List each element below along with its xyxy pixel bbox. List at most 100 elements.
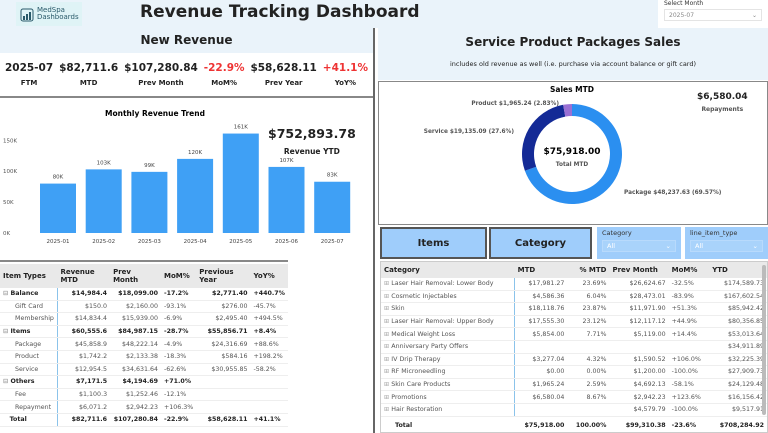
cell: Medical Weight Loss xyxy=(391,330,456,338)
table-row[interactable]: Gift Card $150.0 $2,160.00 -93.1% $276.00 -45… xyxy=(0,300,288,314)
cell: -93.1% xyxy=(164,302,187,310)
cell: -32.5% xyxy=(671,280,694,288)
cell: 23.69% xyxy=(582,280,607,288)
table-row[interactable]: ⊞ Promotions $6,580.04 8.67% $2,942.23 +123.… xyxy=(381,390,767,404)
kpi-card: $82,711.6 MTD xyxy=(59,62,118,87)
cell: $0.00 xyxy=(546,368,565,376)
cell: Membership xyxy=(15,315,54,323)
sales-donut-chart: Sales MTD Package $48,237.63 (69.57%) Serv… xyxy=(424,85,722,204)
column-header[interactable]: Previous Year xyxy=(196,264,251,288)
expand-icon[interactable]: ⊞ xyxy=(384,406,392,414)
table-row[interactable]: ⊟ Others $7,171.5 $4,194.69 +71.0% xyxy=(0,375,288,389)
bar-2025-06[interactable] xyxy=(268,166,305,233)
table-row[interactable]: ⊟ Items $60,555.6 $84,987.15 -28.7% $55,856.… xyxy=(0,325,288,339)
expand-icon[interactable]: ⊞ xyxy=(384,393,392,401)
bar-2025-04[interactable] xyxy=(177,158,214,233)
collapse-icon[interactable]: ⊟ xyxy=(3,378,11,386)
x-tick-label: 2025-04 xyxy=(184,239,207,245)
cell: -83.9% xyxy=(671,292,694,300)
cell: +41.1% xyxy=(253,416,281,424)
column-header[interactable]: MTD xyxy=(514,262,568,278)
donut-slice-service[interactable] xyxy=(522,104,566,171)
table-row[interactable]: ⊞ Laser Hair Removal: Lower Body $17,981.… xyxy=(381,278,767,291)
category-slicer[interactable]: Category All ⌄ xyxy=(597,227,681,259)
table-row[interactable]: Package $45,858.9 $48,222.14 -4.9% $24,316.6… xyxy=(0,337,288,351)
column-header[interactable]: Revenue MTD xyxy=(57,264,111,288)
column-header[interactable]: Item Types xyxy=(0,264,58,288)
chart-logo-icon xyxy=(20,8,34,22)
expand-icon[interactable]: ⊞ xyxy=(384,318,392,326)
table-row[interactable]: ⊞ Skin $18,118.76 23.87% $11,971.90 +51.3% $8… xyxy=(381,302,767,316)
line-item-type-dropdown[interactable]: All ⌄ xyxy=(690,240,763,252)
table-row[interactable]: ⊞ Anniversary Party Offers $34,911.89 xyxy=(381,340,767,354)
expand-icon[interactable]: ⊞ xyxy=(384,355,392,363)
expand-icon[interactable]: ⊞ xyxy=(384,280,392,288)
bar-2025-05[interactable] xyxy=(222,133,259,233)
table-row[interactable]: Membership $14,834.4 $15,939.00 -6.9% $2,495… xyxy=(0,312,288,326)
month-selector[interactable]: Select Month 2025-07 ⌄ xyxy=(658,0,768,28)
table-row[interactable]: Product $1,742.2 $2,133.38 -18.3% $584.16 +19… xyxy=(0,350,288,364)
page-title: Revenue Tracking Dashboard xyxy=(140,2,420,22)
chevron-down-icon: ⌄ xyxy=(751,12,757,19)
expand-icon[interactable]: ⊞ xyxy=(384,292,392,300)
bar-2025-01[interactable] xyxy=(40,183,76,233)
column-header[interactable]: Category xyxy=(381,262,515,278)
expand-icon[interactable]: ⊞ xyxy=(384,305,392,313)
cell: Total xyxy=(395,421,413,429)
cell: $28,473.01 xyxy=(629,292,666,300)
line-item-type-slicer[interactable]: line_item_type All ⌄ xyxy=(685,227,768,259)
month-selector-label: Select Month xyxy=(664,0,704,7)
cell: IV Drip Therapy xyxy=(391,355,441,363)
column-header[interactable]: YTD xyxy=(709,262,767,278)
kpi-label: FTM xyxy=(20,79,38,87)
monthly-revenue-chart: Monthly Revenue Trend 0K 50K 100K 150K 80K 202… xyxy=(3,109,351,245)
column-header[interactable]: Prev Month xyxy=(110,264,161,288)
y-tick-label: 150K xyxy=(3,138,17,144)
table-row[interactable]: Repayment $6,071.2 $2,942.23 +106.3% xyxy=(0,400,288,414)
cell: Cosmetic Injectables xyxy=(391,292,457,300)
column-header[interactable]: % MTD xyxy=(567,262,610,278)
expand-icon[interactable]: ⊞ xyxy=(384,330,392,338)
expand-icon[interactable]: ⊞ xyxy=(384,343,392,351)
donut-label: Package $48,237.63 (69.57%) xyxy=(624,190,722,196)
category-dropdown[interactable]: All ⌄ xyxy=(602,240,676,252)
table-row[interactable]: ⊞ RF Microneedling $0.00 0.00% $1,200.00 -10… xyxy=(381,365,767,379)
cell: $32,225.39 xyxy=(727,355,764,363)
kpi-value: $82,711.6 xyxy=(59,62,119,74)
category-button[interactable]: Category xyxy=(489,227,592,259)
collapse-icon[interactable]: ⊟ xyxy=(3,328,11,336)
cell: Service xyxy=(15,365,39,373)
sales-donut-card: Sales MTD Package $48,237.63 (69.57%) Serv… xyxy=(378,81,768,225)
column-header[interactable]: MoM% xyxy=(668,262,710,278)
cell: $2,133.38 xyxy=(125,353,158,361)
table-row[interactable]: ⊞ Cosmetic Injectables $4,586.36 6.04% $28,… xyxy=(381,290,767,304)
column-header[interactable]: Prev Month xyxy=(609,262,669,278)
table-row[interactable]: Total $82,711.6 $107,280.84 -22.9% $58,628.1… xyxy=(0,413,288,427)
table-scrollbar[interactable] xyxy=(762,265,766,415)
table-row[interactable]: ⊞ IV Drip Therapy $3,277.04 4.32% $1,590.52… xyxy=(381,353,767,367)
table-row[interactable]: ⊞ Hair Restoration $4,579.79 -100.0% $9,517… xyxy=(381,403,767,417)
collapse-icon[interactable]: ⊟ xyxy=(3,290,11,298)
table-row[interactable]: Fee $1,100.3 $1,252.46 -12.1% xyxy=(0,388,288,402)
column-header[interactable]: MoM% xyxy=(161,264,197,288)
expand-icon[interactable]: ⊞ xyxy=(384,381,392,389)
cell: $24,129.48 xyxy=(727,381,764,389)
table-row[interactable]: Service $12,954.5 $34,631.64 -62.6% $30,955.… xyxy=(0,363,288,377)
bar-2025-02[interactable] xyxy=(85,169,122,233)
month-dropdown[interactable]: 2025-07 ⌄ xyxy=(664,9,762,21)
items-button[interactable]: Items xyxy=(380,227,487,259)
bar-2025-07[interactable] xyxy=(314,181,351,233)
cell: +44.9% xyxy=(671,318,697,326)
column-header[interactable]: YoY% xyxy=(250,264,288,288)
cell: -100.0% xyxy=(671,368,698,376)
table-row[interactable]: ⊞ Laser Hair Removal: Upper Body $17,555.… xyxy=(381,315,767,329)
donut-slice-product[interactable] xyxy=(563,104,572,117)
table-row[interactable]: ⊞ Medical Weight Loss $5,854.00 7.71% $5,11… xyxy=(381,327,767,341)
category-table: Category MTD% MTD Prev Month MoM% YTD ⊞ Laser… xyxy=(381,262,767,432)
bar-2025-03[interactable] xyxy=(131,171,168,233)
table-row[interactable]: ⊟ Balance $14,984.4 $18,099.00 -17.2% $2,771… xyxy=(0,288,288,301)
table-row[interactable]: ⊞ Skin Care Products $1,965.24 2.59% $4,692… xyxy=(381,378,767,392)
expand-icon[interactable]: ⊞ xyxy=(384,368,392,376)
cell: $167,602.54 xyxy=(723,292,764,300)
kpi-label: MoM% xyxy=(211,79,238,87)
